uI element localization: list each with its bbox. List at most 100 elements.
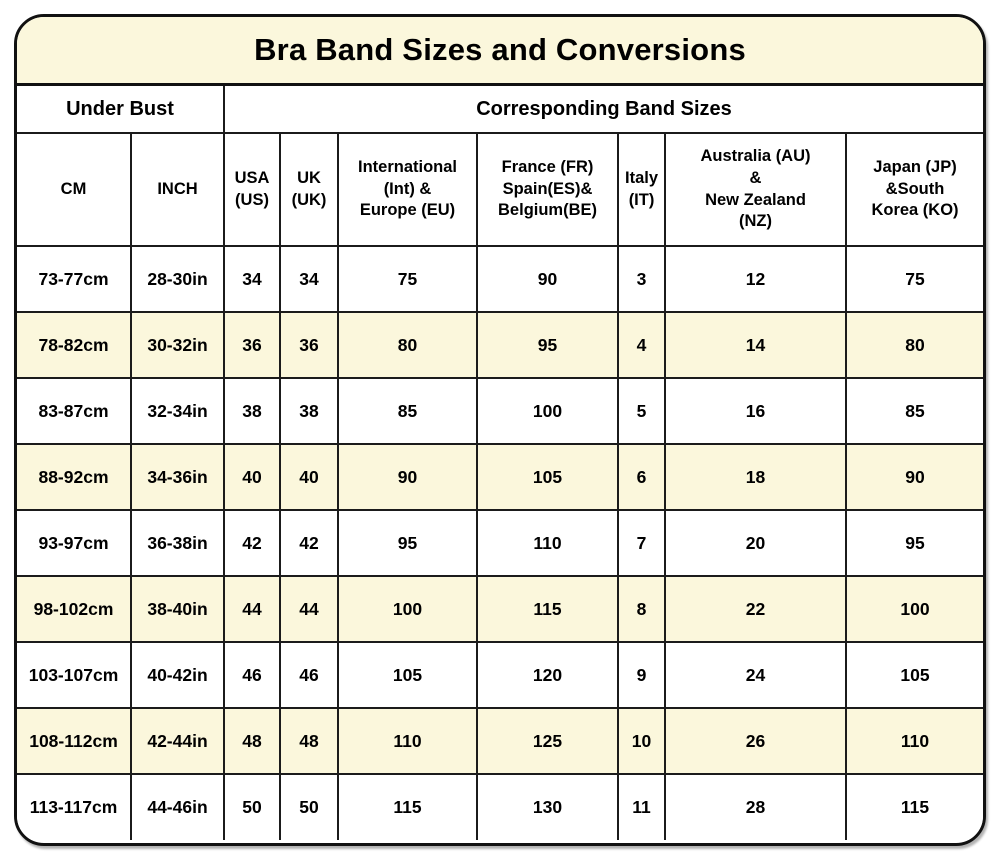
size-conversion-card: Bra Band Sizes and Conversions Under Bus… [14, 14, 986, 846]
table-cell: 105 [845, 641, 983, 709]
table-cell: 130 [476, 773, 620, 840]
table-cell: 80 [337, 311, 479, 379]
table-cell: 20 [664, 509, 848, 577]
table-cell: 103-107cm [17, 641, 132, 709]
table-cell: 36 [223, 311, 282, 379]
table-cell: 78-82cm [17, 311, 132, 379]
table-row: 78-82cm 30-32in 36 36 80 95 4 14 80 [17, 311, 983, 379]
table-cell: 44 [223, 575, 282, 643]
table-cell: 34-36in [129, 443, 226, 511]
table-cell: 32-34in [129, 377, 226, 445]
table-cell: 110 [476, 509, 620, 577]
table-row: 73-77cm 28-30in 34 34 75 90 3 12 75 [17, 245, 983, 313]
column-header-row: CM INCH USA (US) UK (UK) International (… [17, 132, 983, 247]
table-cell: 90 [845, 443, 983, 511]
col-header-jp-ko: Japan (JP) &South Korea (KO) [845, 132, 983, 247]
table-cell: 108-112cm [17, 707, 132, 775]
table-cell: 8 [617, 575, 667, 643]
table-cell: 115 [337, 773, 479, 840]
table-body: 73-77cm 28-30in 34 34 75 90 3 12 75 78-82cm 30-32i… [17, 245, 983, 840]
table-row: 103-107cm 40-42in 46 46 105 120 9 24 105 [17, 641, 983, 709]
table-cell: 6 [617, 443, 667, 511]
page-title: Bra Band Sizes and Conversions [17, 17, 983, 86]
table-cell: 14 [664, 311, 848, 379]
table-cell: 5 [617, 377, 667, 445]
table-cell: 42 [223, 509, 282, 577]
table-cell: 98-102cm [17, 575, 132, 643]
table-cell: 44-46in [129, 773, 226, 840]
table-cell: 9 [617, 641, 667, 709]
under-bust-group-header: Under Bust [17, 86, 226, 134]
table-cell: 90 [337, 443, 479, 511]
table-cell: 95 [476, 311, 620, 379]
table-cell: 40 [223, 443, 282, 511]
conversion-table: Under Bust Corresponding Band Sizes CM I… [17, 86, 983, 840]
col-header-uk: UK (UK) [279, 132, 340, 247]
table-cell: 95 [845, 509, 983, 577]
table-cell: 34 [223, 245, 282, 313]
table-cell: 10 [617, 707, 667, 775]
group-header-row: Under Bust Corresponding Band Sizes [17, 86, 983, 134]
table-cell: 46 [279, 641, 340, 709]
table-row: 93-97cm 36-38in 42 42 95 110 7 20 95 [17, 509, 983, 577]
col-header-au-nz: Australia (AU) & New Zealand (NZ) [664, 132, 848, 247]
table-cell: 28-30in [129, 245, 226, 313]
table-cell: 90 [476, 245, 620, 313]
table-cell: 100 [476, 377, 620, 445]
table-cell: 50 [223, 773, 282, 840]
table-cell: 48 [223, 707, 282, 775]
table-cell: 40 [279, 443, 340, 511]
table-row: 88-92cm 34-36in 40 40 90 105 6 18 90 [17, 443, 983, 511]
table-cell: 100 [337, 575, 479, 643]
table-cell: 42 [279, 509, 340, 577]
table-cell: 36 [279, 311, 340, 379]
col-header-italy: Italy (IT) [617, 132, 667, 247]
table-cell: 110 [337, 707, 479, 775]
table-cell: 38 [279, 377, 340, 445]
table-row: 113-117cm 44-46in 50 50 115 130 11 28 115 [17, 773, 983, 840]
table-row: 108-112cm 42-44in 48 48 110 125 10 26 110 [17, 707, 983, 775]
table-cell: 16 [664, 377, 848, 445]
table-cell: 7 [617, 509, 667, 577]
table-cell: 3 [617, 245, 667, 313]
table-cell: 113-117cm [17, 773, 132, 840]
col-header-fr-es-be: France (FR) Spain(ES)& Belgium(BE) [476, 132, 620, 247]
table-cell: 34 [279, 245, 340, 313]
col-header-cm: CM [17, 132, 132, 247]
table-cell: 46 [223, 641, 282, 709]
col-header-int-eu: International (Int) & Europe (EU) [337, 132, 479, 247]
table-cell: 30-32in [129, 311, 226, 379]
table-cell: 73-77cm [17, 245, 132, 313]
table-cell: 38 [223, 377, 282, 445]
table-cell: 120 [476, 641, 620, 709]
table-cell: 110 [845, 707, 983, 775]
table-cell: 88-92cm [17, 443, 132, 511]
table-cell: 83-87cm [17, 377, 132, 445]
table-cell: 12 [664, 245, 848, 313]
table-cell: 18 [664, 443, 848, 511]
table-cell: 50 [279, 773, 340, 840]
table-cell: 44 [279, 575, 340, 643]
table-cell: 48 [279, 707, 340, 775]
table-row: 83-87cm 32-34in 38 38 85 100 5 16 85 [17, 377, 983, 445]
table-cell: 80 [845, 311, 983, 379]
table-cell: 115 [476, 575, 620, 643]
table-cell: 105 [337, 641, 479, 709]
corresponding-band-sizes-group-header: Corresponding Band Sizes [223, 86, 983, 134]
table-cell: 11 [617, 773, 667, 840]
table-cell: 105 [476, 443, 620, 511]
table-cell: 85 [337, 377, 479, 445]
table-cell: 75 [337, 245, 479, 313]
table-cell: 38-40in [129, 575, 226, 643]
table-cell: 100 [845, 575, 983, 643]
col-header-inch: INCH [129, 132, 226, 247]
table-cell: 125 [476, 707, 620, 775]
table-cell: 85 [845, 377, 983, 445]
table-cell: 36-38in [129, 509, 226, 577]
table-row: 98-102cm 38-40in 44 44 100 115 8 22 100 [17, 575, 983, 643]
table-cell: 95 [337, 509, 479, 577]
table-cell: 22 [664, 575, 848, 643]
table-cell: 40-42in [129, 641, 226, 709]
table-cell: 75 [845, 245, 983, 313]
col-header-usa: USA (US) [223, 132, 282, 247]
